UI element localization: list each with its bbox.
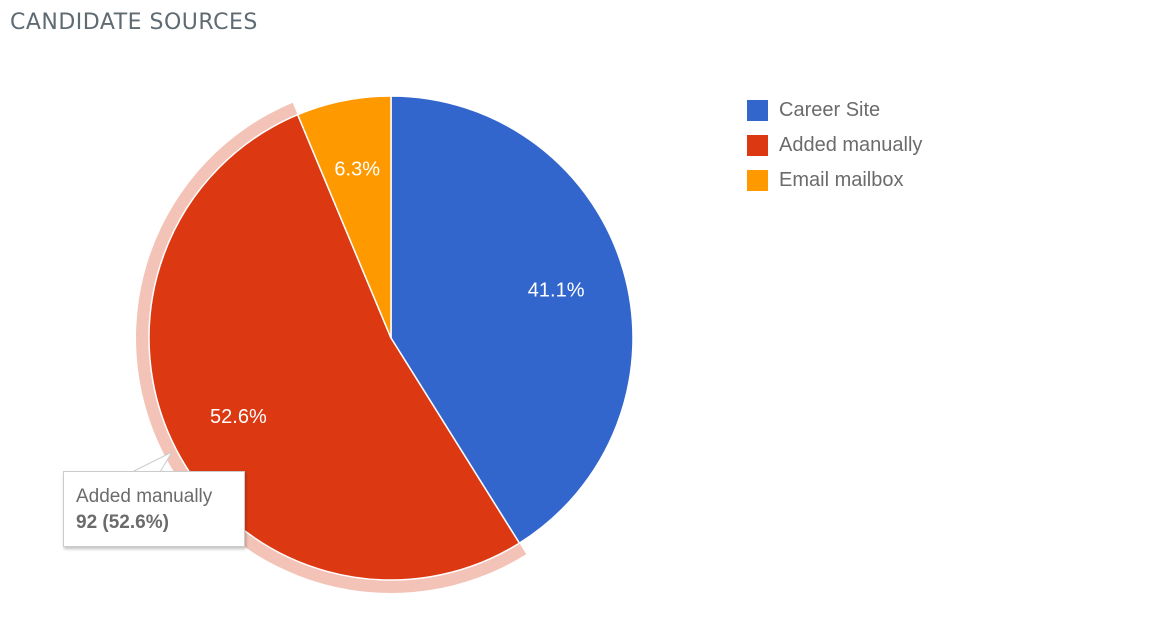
legend-label-career-site: Career Site	[779, 99, 881, 121]
tooltip-value: 92 (52.6%)	[76, 512, 169, 533]
tooltip-series-name: Added manually	[76, 486, 213, 507]
slice-label-email-mailbox: 6.3%	[334, 159, 380, 181]
legend-swatch-career-site	[747, 100, 768, 121]
pie-slice-email-mailbox[interactable]	[296, 95, 392, 339]
pie-slice-career-site[interactable]	[390, 95, 634, 545]
legend-label-email-mailbox: Email mailbox	[779, 169, 904, 191]
tooltip-pointer	[131, 450, 174, 473]
legend-label-added-manually: Added manually	[779, 134, 923, 156]
slice-label-career-site: 41.1%	[528, 280, 585, 302]
legend-swatch-added-manually	[747, 135, 768, 156]
legend-item-email-mailbox[interactable]: Email mailbox	[747, 163, 922, 198]
slice-label-added-manually: 52.6%	[210, 406, 267, 428]
legend-item-added-manually[interactable]: Added manually	[747, 128, 922, 163]
legend-item-career-site[interactable]: Career Site	[747, 93, 922, 128]
slice-tooltip: Added manually 92 (52.6%)	[63, 471, 245, 547]
chart-legend: Career Site Added manually Email mailbox	[747, 93, 922, 198]
chart-title: CANDIDATE SOURCES	[10, 10, 258, 35]
pie-slice-added-manually[interactable]	[148, 113, 521, 581]
legend-swatch-email-mailbox	[747, 170, 768, 191]
